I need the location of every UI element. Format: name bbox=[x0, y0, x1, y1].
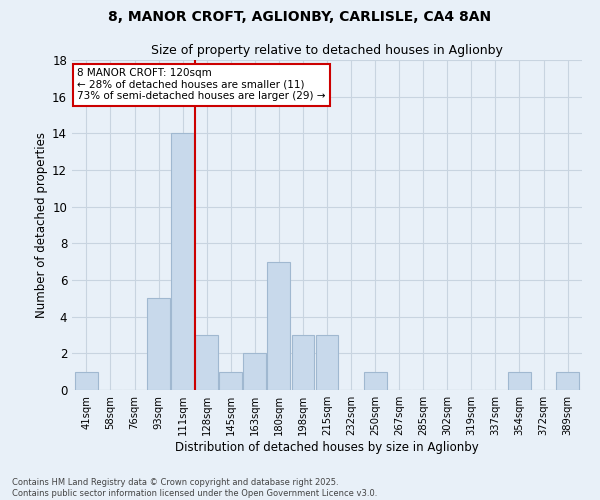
Y-axis label: Number of detached properties: Number of detached properties bbox=[35, 132, 48, 318]
Bar bbox=[292, 335, 314, 390]
X-axis label: Distribution of detached houses by size in Aglionby: Distribution of detached houses by size … bbox=[175, 441, 479, 454]
Bar bbox=[75, 372, 98, 390]
Bar bbox=[316, 335, 338, 390]
Text: Contains HM Land Registry data © Crown copyright and database right 2025.
Contai: Contains HM Land Registry data © Crown c… bbox=[12, 478, 377, 498]
Bar bbox=[508, 372, 531, 390]
Bar bbox=[268, 262, 290, 390]
Bar bbox=[220, 372, 242, 390]
Bar bbox=[171, 134, 194, 390]
Text: 8 MANOR CROFT: 120sqm
← 28% of detached houses are smaller (11)
73% of semi-deta: 8 MANOR CROFT: 120sqm ← 28% of detached … bbox=[77, 68, 326, 102]
Bar bbox=[195, 335, 218, 390]
Bar bbox=[364, 372, 386, 390]
Title: Size of property relative to detached houses in Aglionby: Size of property relative to detached ho… bbox=[151, 44, 503, 58]
Bar bbox=[244, 354, 266, 390]
Bar bbox=[147, 298, 170, 390]
Bar bbox=[556, 372, 579, 390]
Text: 8, MANOR CROFT, AGLIONBY, CARLISLE, CA4 8AN: 8, MANOR CROFT, AGLIONBY, CARLISLE, CA4 … bbox=[109, 10, 491, 24]
